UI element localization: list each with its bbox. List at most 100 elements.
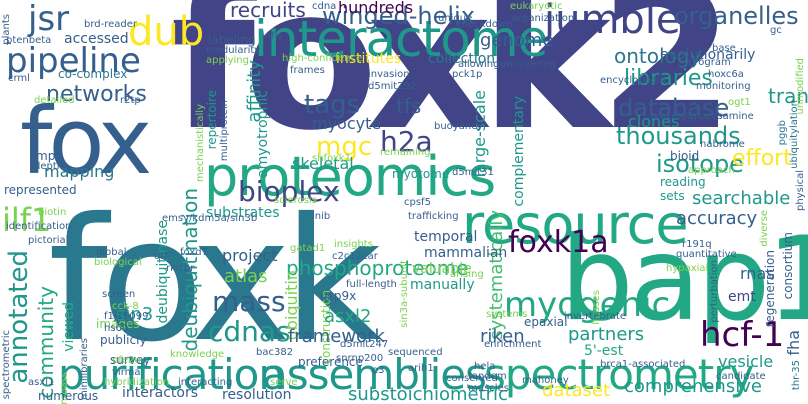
- word-comprehensive: comprehensive: [624, 376, 762, 397]
- word-modularity: modularity: [206, 45, 261, 56]
- word-hundreds: hundreds: [338, 0, 414, 17]
- word-bac382: bac382: [256, 347, 294, 358]
- word-remaining: remaining: [380, 147, 431, 158]
- word-transcriptome: transcriptome: [768, 84, 808, 108]
- word-perturbation: perturbation: [709, 260, 720, 323]
- word-shfoxk1: shfoxk1: [312, 153, 351, 164]
- word-large-scale: large-scale: [470, 90, 489, 178]
- word-jsr: jsr: [28, 0, 70, 39]
- word-emt: emt: [728, 289, 756, 305]
- word-hela: hela: [474, 361, 496, 372]
- word-asxl1: asxl1: [28, 377, 55, 388]
- word-proteomics: proteomics: [204, 145, 496, 208]
- word-organization: organization: [512, 13, 575, 24]
- word-preference: preference: [298, 355, 363, 369]
- word-vesicle: vesicle: [718, 352, 774, 371]
- word-candidate: candidate: [716, 371, 766, 382]
- word-tags: tags: [304, 90, 361, 120]
- word-skeletal: skeletal: [292, 154, 354, 173]
- word-complementary: complementary: [511, 96, 527, 207]
- word-virma: virma: [112, 367, 141, 378]
- word-n-acetylglucosamine: n-acetylglucosamine: [650, 111, 754, 122]
- word-cdna: cdna: [312, 1, 337, 12]
- word-physical: physical: [795, 170, 806, 211]
- word-institutes: institutes: [336, 51, 402, 67]
- word-foxk1a: foxk1a: [508, 225, 609, 260]
- word-pggb: pggb: [777, 120, 788, 146]
- word-emsy-kdm5a-sin3b: emsy/kdm5a/sin3b: [162, 213, 258, 224]
- word-brd-reader: brd-reader: [84, 19, 138, 30]
- word-arising: arising: [450, 269, 484, 280]
- word-insights: insights: [334, 239, 373, 250]
- word-brca1-associated: brca1-associated: [600, 359, 686, 370]
- word-nfe2u: nfe2u: [112, 355, 141, 366]
- word-base: base: [712, 43, 736, 54]
- word-rnas: rnas: [740, 264, 775, 283]
- word-ontology: ontology: [614, 44, 702, 68]
- word-uncovering: uncovering: [500, 59, 556, 70]
- word-conserved: conserved: [446, 373, 498, 384]
- word-nabrome: nabrome: [700, 139, 745, 150]
- word-bioid: bioid: [670, 149, 700, 163]
- word-project: project: [222, 246, 278, 265]
- word-tandem: tandem: [468, 371, 507, 382]
- word-hypaxial: hypaxial: [666, 263, 709, 274]
- word-organelles: organelles: [674, 2, 799, 30]
- word-biotin: biotin: [38, 207, 67, 218]
- word-riken: riken: [480, 326, 525, 347]
- word-quantitative: quantitative: [676, 249, 737, 260]
- word-cck-8: cck-8: [112, 301, 139, 312]
- word-muscles: muscles: [468, 383, 509, 394]
- word-mass: mass: [212, 285, 286, 318]
- word-genome: genome: [480, 30, 554, 51]
- word-rkrrpr: rkrrpr: [166, 263, 195, 274]
- word-repertoire: repertoire: [205, 90, 219, 150]
- word-diverse: diverse: [759, 210, 770, 247]
- word-crml: crml: [8, 73, 30, 84]
- word-consortium: consortium: [781, 232, 795, 300]
- word-h2a: h2a: [380, 125, 433, 158]
- word-multiprotein: multiprotein: [219, 100, 230, 162]
- word-partners: partners: [568, 324, 645, 345]
- word-r191q: r191q: [682, 239, 712, 250]
- word-pipeline: pipeline: [6, 41, 141, 81]
- word-libraries: libraries: [624, 66, 713, 91]
- word-viewed: viewed: [61, 302, 77, 352]
- word-hoxc6a: hoxc6a: [708, 69, 744, 80]
- word-purification: purification: [58, 350, 285, 399]
- word-global: global: [96, 247, 127, 258]
- word-enrichment: enrichment: [484, 339, 542, 350]
- word-substoichiometric: substoichiometric: [348, 384, 508, 404]
- word-foxd7: foxd7: [180, 247, 208, 258]
- word-unique: unique: [438, 13, 473, 24]
- word-evolutionarily: evolutionarily: [660, 47, 756, 63]
- word-framework: framework: [288, 326, 385, 347]
- word-mammalian: mammalian: [424, 245, 508, 261]
- word-d5mit292: d5mit292: [368, 81, 417, 92]
- word-fha: fha: [784, 330, 803, 356]
- word-asxl2: asxl2: [324, 306, 372, 327]
- word-r2tp: r2tp: [120, 95, 141, 106]
- word-mgc: mgc: [316, 132, 373, 162]
- word-hybridization: hybridization: [104, 377, 170, 388]
- word-mahoney: mahoney: [522, 375, 569, 386]
- word-sets: sets: [660, 189, 685, 203]
- word-ilf1: ilf1: [2, 201, 52, 239]
- word-images: images: [96, 317, 140, 331]
- word-f1j16099: f1j16099: [104, 311, 149, 322]
- word-thr-35: thr-35: [791, 360, 802, 391]
- word-foxk2: foxk2: [170, 0, 735, 174]
- word-knowledge: knowledge: [170, 349, 225, 360]
- word-identification: identification: [6, 221, 72, 232]
- word-serve: serve: [270, 377, 298, 388]
- word-hcf-1: hcf-1: [700, 315, 785, 355]
- word-depth: depth: [34, 161, 64, 172]
- word-resource: resource: [462, 193, 689, 256]
- word-applying: applying: [206, 55, 249, 66]
- word-systems: systems: [486, 309, 528, 320]
- word-represented: represented: [4, 183, 77, 197]
- word-resolution: resolution: [222, 387, 292, 403]
- word-cpsf5: cpsf5: [404, 197, 431, 208]
- word-substrates: substrates: [206, 205, 280, 221]
